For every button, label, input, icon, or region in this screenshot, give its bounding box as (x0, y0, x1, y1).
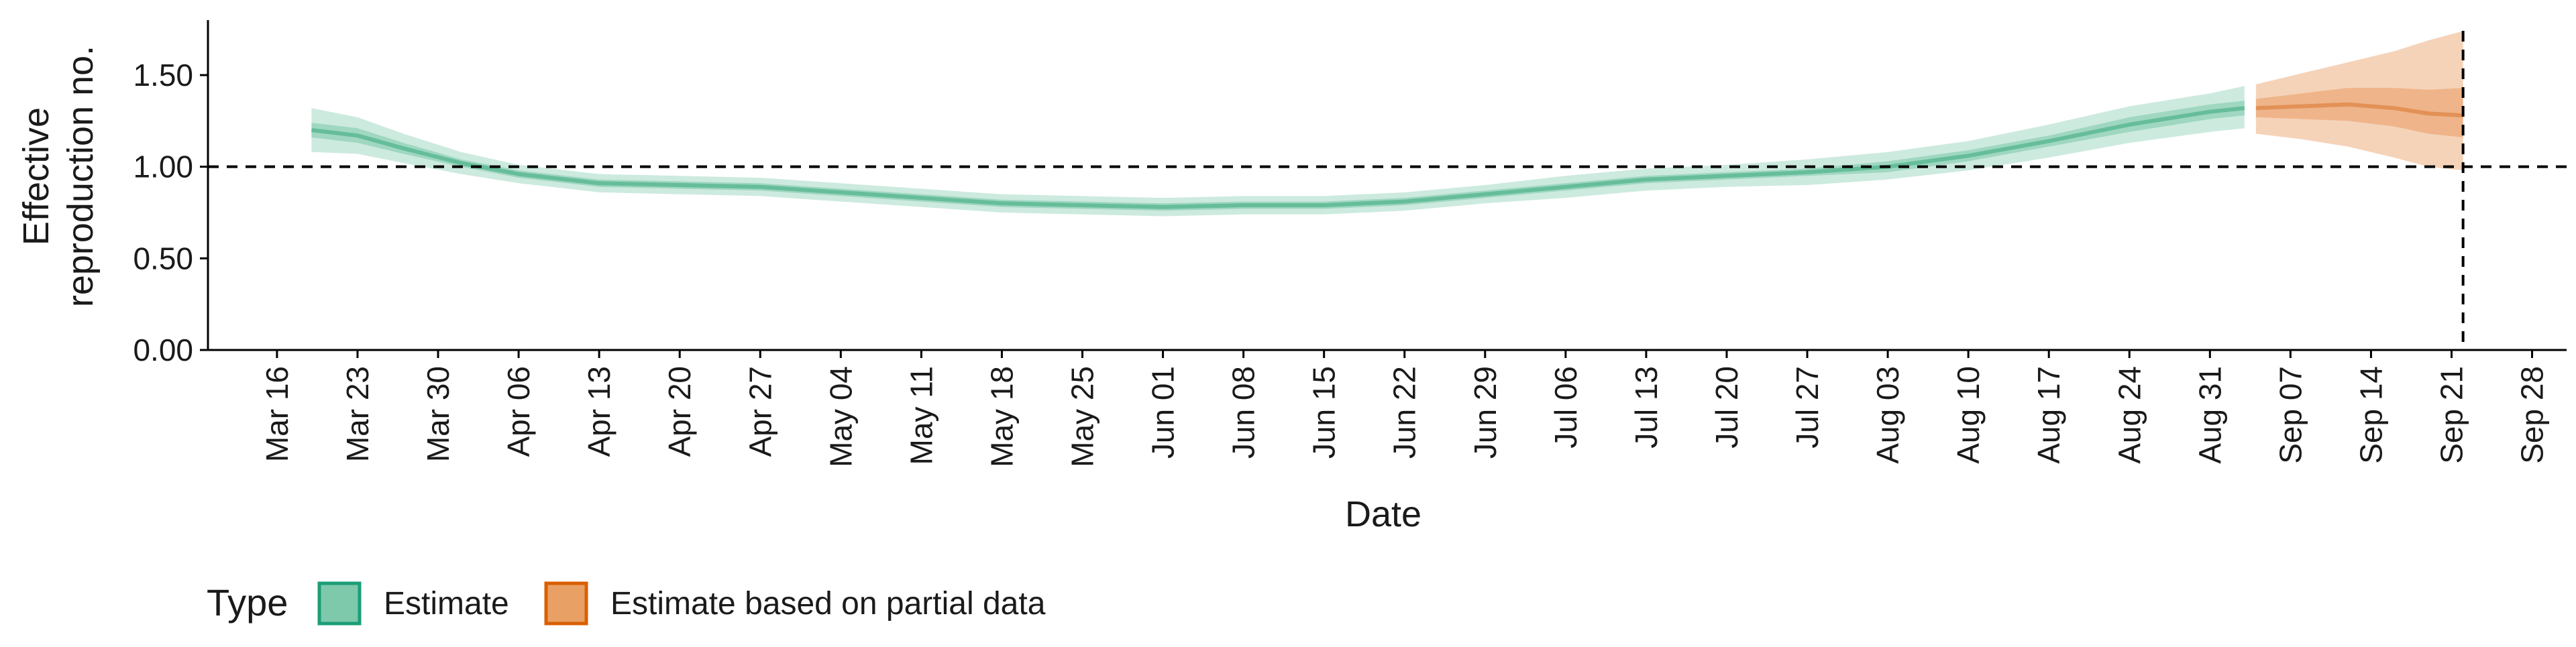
x-tick-label: Apr 13 (582, 366, 616, 457)
x-tick-label: Sep 28 (2515, 366, 2550, 464)
x-tick-label: May 04 (823, 366, 858, 467)
x-tick-label: Mar 30 (421, 366, 455, 462)
x-tick-label: Mar 16 (260, 366, 294, 462)
y-axis-ticks: 0.00 0.50 1.00 1.50 (133, 58, 208, 367)
x-tick-label: Jun 08 (1226, 366, 1261, 459)
series-0-outer-band (311, 86, 2245, 217)
reference-lines (208, 31, 2567, 350)
x-tick-label: Jul 13 (1629, 366, 1664, 449)
x-tick-label: Aug 31 (2192, 366, 2227, 464)
x-tick-label: Apr 20 (662, 366, 697, 457)
y-tick-label: 1.50 (133, 58, 193, 93)
x-tick-label: Apr 27 (743, 366, 777, 457)
x-tick-label: Aug 24 (2112, 366, 2147, 464)
x-tick-label: Apr 06 (501, 366, 536, 457)
legend-title: Type (207, 581, 288, 624)
x-axis-ticks: Mar 16 Mar 23 Mar 30 Apr 06 Apr 13 Apr 20 Apr … (260, 350, 2550, 467)
x-tick-label: Aug 17 (2031, 366, 2066, 464)
ribbon-layer (311, 31, 2463, 217)
x-tick-label: Jul 27 (1790, 366, 1825, 449)
x-tick-label: Aug 03 (1870, 366, 1905, 464)
x-tick-label: Jul 06 (1548, 366, 1583, 449)
x-tick-label: Sep 07 (2273, 366, 2308, 464)
x-tick-label: Jun 01 (1146, 366, 1181, 459)
x-tick-label: Jun 22 (1387, 366, 1422, 459)
series-0-median-line (311, 106, 2245, 209)
x-tick-label: May 25 (1065, 366, 1100, 467)
x-axis-title: Date (1345, 494, 1421, 534)
legend: Type Estimate Estimate based on partial … (207, 581, 1046, 626)
series-1 (2255, 31, 2463, 171)
x-tick-label: Sep 21 (2434, 366, 2469, 464)
legend-label-estimate: Estimate (384, 586, 509, 622)
x-tick-label: Jun 15 (1307, 366, 1342, 459)
x-tick-label: Sep 14 (2353, 366, 2388, 464)
series-1-inner-band (2255, 88, 2463, 137)
x-tick-label: May 18 (984, 366, 1019, 467)
y-axis-title-line-1: Effective (16, 107, 56, 245)
series-0 (311, 86, 2245, 217)
legend-swatch-partial-data (544, 581, 588, 626)
x-tick-label: Jul 20 (1709, 366, 1744, 449)
legend-swatch-estimate (317, 581, 362, 626)
x-tick-label: Mar 23 (340, 366, 375, 462)
x-tick-label: Jun 29 (1468, 366, 1503, 459)
y-tick-label: 1.00 (133, 150, 193, 184)
y-tick-label: 0.00 (133, 333, 193, 367)
legend-label-partial-data: Estimate based on partial data (610, 586, 1046, 622)
x-tick-label: Aug 10 (1951, 366, 1986, 464)
x-tick-label: May 11 (904, 366, 938, 465)
series-1-median-line (2255, 102, 2463, 118)
y-axis-title-line-2: reproduction no. (60, 46, 101, 307)
y-tick-label: 0.50 (133, 241, 193, 276)
